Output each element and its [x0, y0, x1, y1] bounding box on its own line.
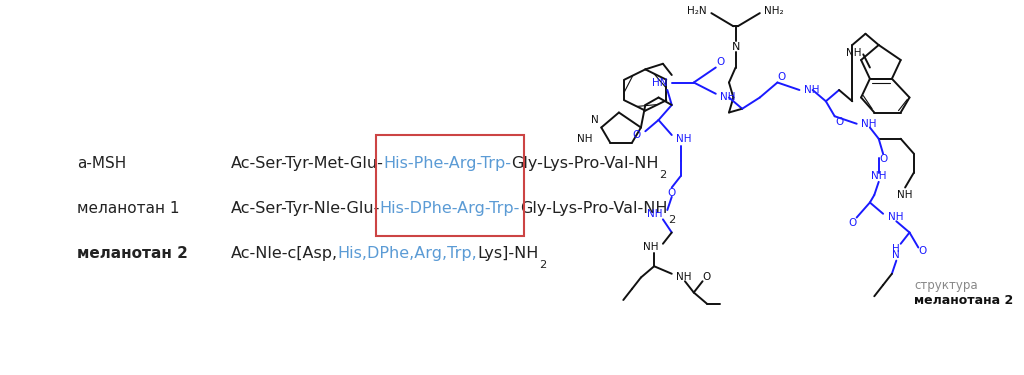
Text: NH: NH: [871, 171, 887, 181]
Text: O: O: [716, 57, 724, 67]
Text: NH: NH: [897, 190, 912, 200]
Text: Gly-Lys-Pro-Val-NH: Gly-Lys-Pro-Val-NH: [520, 201, 668, 216]
Text: O: O: [919, 246, 927, 256]
Text: NH: NH: [577, 134, 593, 144]
Text: O: O: [633, 130, 641, 140]
Text: 2: 2: [668, 215, 675, 225]
Text: NH: NH: [804, 85, 819, 95]
Text: His,DPhe,Arg,Trp,: His,DPhe,Arg,Trp,: [338, 246, 477, 261]
Bar: [376, 135, 524, 236]
Text: меланотан 2: меланотан 2: [77, 246, 187, 261]
Text: His-Phe-Arg-Trp-: His-Phe-Arg-Trp-: [383, 156, 511, 171]
Text: NH: NH: [861, 119, 877, 129]
Text: структура: структура: [914, 279, 978, 291]
Text: O: O: [777, 72, 786, 82]
Text: Gly-Lys-Pro-Val-NH: Gly-Lys-Pro-Val-NH: [511, 156, 658, 171]
Text: Ac-Nle-c[Asp,: Ac-Nle-c[Asp,: [230, 246, 338, 261]
Text: O: O: [668, 188, 676, 198]
Text: N: N: [893, 250, 900, 260]
Text: 2: 2: [658, 170, 666, 180]
Text: O: O: [848, 218, 856, 228]
Text: His-DPhe-Arg-Trp-: His-DPhe-Arg-Trp-: [380, 201, 520, 216]
Text: NH: NH: [720, 93, 735, 102]
Text: H₂N: H₂N: [687, 6, 707, 16]
Text: N: N: [591, 115, 599, 125]
Text: NH: NH: [643, 243, 658, 252]
Text: меланотан 1: меланотан 1: [77, 201, 179, 216]
Text: Lys]-NH: Lys]-NH: [477, 246, 539, 261]
Text: H: H: [893, 244, 900, 254]
Text: NH: NH: [676, 273, 691, 282]
Text: HN: HN: [652, 78, 668, 87]
Text: 2: 2: [539, 260, 546, 270]
Text: NH: NH: [888, 213, 903, 222]
Text: NH: NH: [676, 134, 691, 144]
Text: меланотана 2: меланотана 2: [914, 294, 1013, 306]
Text: NH: NH: [846, 48, 861, 57]
Text: NH₂: NH₂: [764, 6, 783, 16]
Text: Ac-Ser-Tyr-Nle-Glu-: Ac-Ser-Tyr-Nle-Glu-: [230, 201, 380, 216]
Text: a-MSH: a-MSH: [77, 156, 126, 171]
Text: N: N: [731, 42, 739, 52]
Text: Ac-Ser-Tyr-Met-Glu-: Ac-Ser-Tyr-Met-Glu-: [230, 156, 383, 171]
Text: O: O: [879, 154, 887, 164]
Text: O: O: [835, 117, 843, 127]
Text: O: O: [702, 273, 711, 282]
Text: NH: NH: [647, 209, 663, 219]
